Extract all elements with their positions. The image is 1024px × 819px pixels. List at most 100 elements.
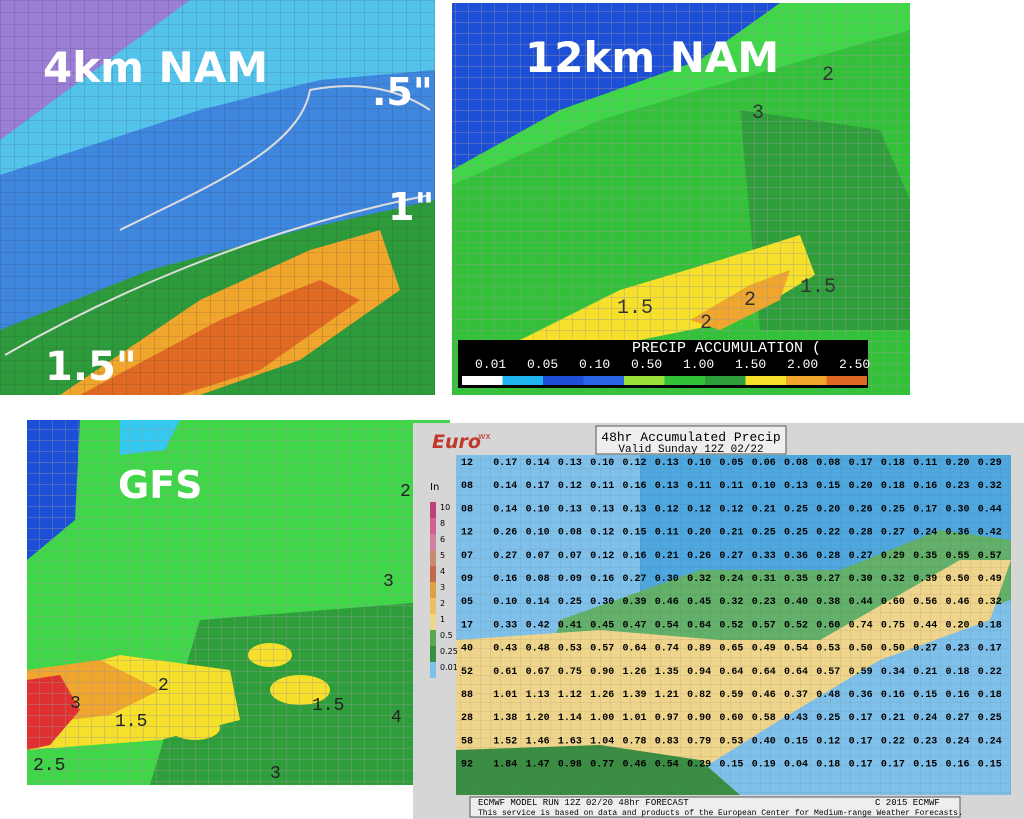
grid-value: 0.60 [719,713,743,724]
grid-value: 0.15 [719,760,743,771]
grid-value: 0.24 [946,736,970,747]
grid-value: 0.35 [784,574,808,585]
grid-value: 0.27 [849,551,873,562]
grid-value: 0.15 [816,481,840,492]
grid-value: 0.06 [752,458,776,469]
grid-value: 0.30 [590,597,614,608]
grid-value: 0.32 [978,597,1002,608]
grid-value: 0.65 [719,644,743,655]
contour-label: 2 [400,482,411,502]
grid-value: 0.64 [752,667,776,678]
grid-value: 28 [461,713,473,724]
grid-value: 1.52 [493,736,517,747]
grid-value: 0.75 [881,620,905,631]
grid-value: 0.15 [913,760,937,771]
grid-value: 0.18 [881,458,905,469]
grid-value: 0.54 [655,620,679,631]
legend-tick-label: 0.01 [475,357,506,372]
grid-value: 0.12 [590,528,614,539]
grid-value: 0.74 [849,620,873,631]
grid-value: 1.46 [526,736,550,747]
grid-value: 0.45 [687,597,711,608]
grid-value: 0.25 [816,713,840,724]
grid-value: 0.15 [913,690,937,701]
grid-value: 0.17 [849,713,873,724]
grid-value: 88 [461,690,473,701]
grid-value: 0.13 [655,481,679,492]
panel-title: 4km NAM [43,43,268,92]
grid-value: 0.14 [526,597,550,608]
grid-value: 0.27 [881,528,905,539]
contour-label: 2 [700,312,712,335]
grid-value: 0.77 [590,760,614,771]
panel-gfs [27,420,450,785]
grid-value: 0.26 [687,551,711,562]
grid-value: 0.16 [946,690,970,701]
grid-value: 0.79 [687,736,711,747]
grid-value: 0.52 [719,620,743,631]
grid-value: 0.36 [946,528,970,539]
grid-value: 0.16 [946,760,970,771]
grid-value: 0.14 [493,481,517,492]
contour-label: 1.5 [617,297,653,320]
grid-value: 0.25 [784,504,808,515]
contour-label: 2 [822,64,834,87]
grid-value: 0.82 [687,690,711,701]
scale-label: 1 [440,615,445,624]
grid-value: 0.08 [816,458,840,469]
grid-value: 0.11 [719,481,743,492]
grid-value: 0.20 [849,481,873,492]
grid-value: 0.25 [784,528,808,539]
grid-value: 52 [461,667,473,678]
grid-value: 0.08 [558,528,582,539]
grid-value: 1.26 [623,667,647,678]
grid-value: 0.25 [978,713,1002,724]
grid-value: 0.46 [655,597,679,608]
grid-value: 1.01 [493,690,517,701]
grid-value: 0.10 [590,458,614,469]
grid-value: 0.22 [881,736,905,747]
grid-value: 0.98 [558,760,582,771]
scale-label: 0.01 [440,663,458,672]
grid-value: 0.04 [784,760,808,771]
grid-value: 0.17 [849,760,873,771]
grid-value: 0.33 [493,620,517,631]
grid-value: 0.15 [784,736,808,747]
legend-swatch [502,376,543,385]
grid-value: 0.12 [623,458,647,469]
grid-value: 0.14 [526,458,550,469]
grid-value: 0.64 [623,644,647,655]
grid-value: 0.23 [913,736,937,747]
contour-label: 2 [158,676,169,696]
grid-value: 1.01 [623,713,647,724]
scale-swatch [430,646,436,662]
scale-swatch [430,582,436,598]
grid-value: 0.12 [558,481,582,492]
grid-value: 08 [461,504,473,515]
grid-value: 0.19 [752,760,776,771]
grid-value: 0.12 [590,551,614,562]
scale-label: 10 [440,503,450,512]
contour-label: 2.5 [33,756,65,776]
scale-swatch [430,534,436,550]
grid-value: 0.36 [784,551,808,562]
grid-value: 0.21 [655,551,679,562]
grid-value: 1.47 [526,760,550,771]
grid-value: 0.49 [752,644,776,655]
panel-4km-nam [0,0,435,395]
panel-title: 12km NAM [525,33,779,82]
grid-value: 0.36 [849,690,873,701]
grid-value: 0.39 [913,574,937,585]
grid-value: 0.60 [816,620,840,631]
grid-value: 0.32 [881,574,905,585]
grid-value: 1.39 [623,690,647,701]
grid-value: 0.16 [623,551,647,562]
grid-value: 0.17 [881,760,905,771]
contour-label: 3 [270,764,281,784]
grid-value: 0.60 [881,597,905,608]
credit: This service is based on data and produc… [478,809,963,818]
grid-value: 0.13 [558,504,582,515]
grid-value: 0.29 [881,551,905,562]
